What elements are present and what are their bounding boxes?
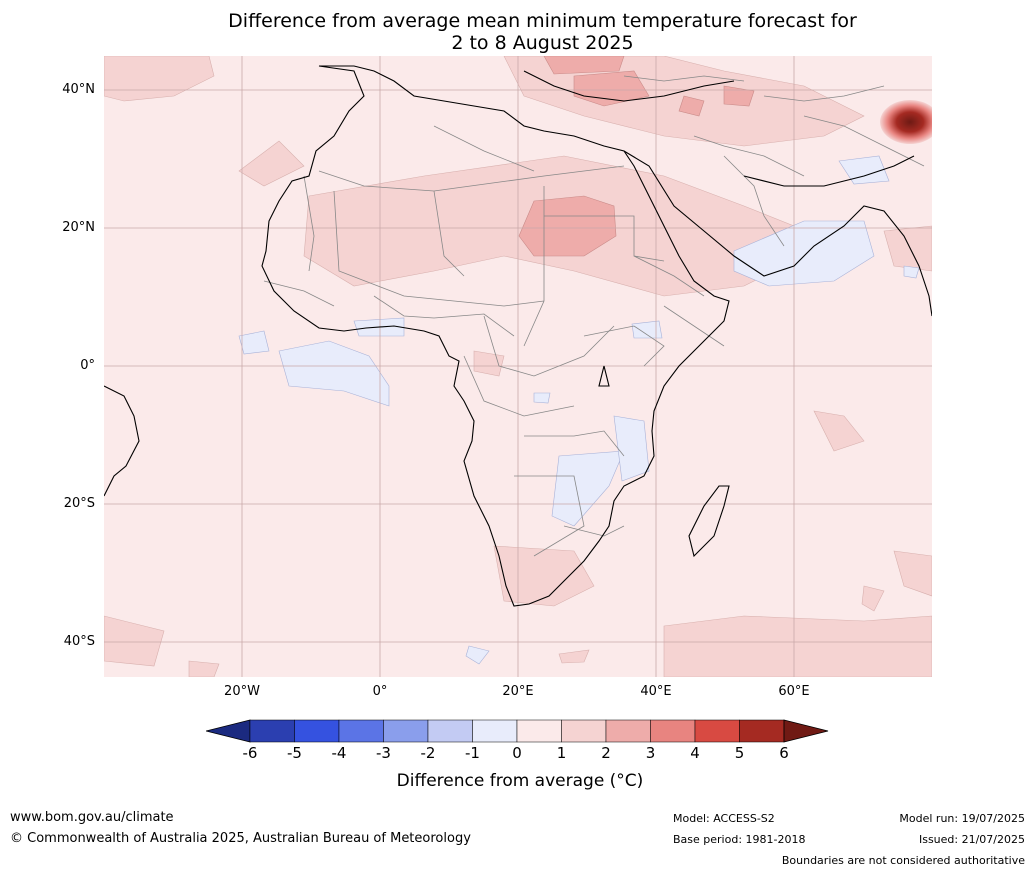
graticule <box>104 56 932 677</box>
colorbar-tick-label: -6 <box>242 744 258 762</box>
colorbar-tick-label: 2 <box>601 744 611 762</box>
colorbar-tick-label: -3 <box>376 744 391 762</box>
hotspot-anomaly <box>880 100 932 144</box>
colorbar-bin <box>249 719 295 743</box>
colorbar-bin <box>739 719 785 743</box>
lon-label-20w: 20°W <box>224 684 260 699</box>
colorbar-tick-label: 3 <box>645 744 656 762</box>
colorbar-bin <box>427 719 473 743</box>
footer-website: www.bom.gov.au/climate <box>10 810 174 825</box>
colorbar-bin <box>694 719 740 743</box>
title-line-2: 2 to 8 August 2025 <box>451 32 634 54</box>
colorbar-bin <box>338 719 384 743</box>
colorbar-extend-high <box>783 719 829 743</box>
colorbar-label: Difference from average (°C) <box>396 771 644 791</box>
lon-label-0: 0° <box>372 684 388 699</box>
title-line-1: Difference from average mean minimum tem… <box>228 10 857 32</box>
lat-label-0: 0° <box>80 358 95 373</box>
footer-model: Model: ACCESS-S2 <box>673 812 775 825</box>
colorbar <box>206 719 829 743</box>
footer-issued: Issued: 21/07/2025 <box>918 833 1025 846</box>
colorbar-tick-label: -4 <box>331 744 347 762</box>
colorbar-bin <box>561 719 607 743</box>
coastlines <box>104 65 932 607</box>
lat-label-40s: 40°S <box>63 634 95 649</box>
footer-copyright: © Commonwealth of Australia 2025, Austra… <box>10 831 471 846</box>
lon-label-20e: 20°E <box>502 684 534 699</box>
colorbar-tick-label: -5 <box>287 744 302 762</box>
colorbar-tick-label: 5 <box>734 744 745 762</box>
colorbar-bin <box>294 719 340 743</box>
lat-label-20s: 20°S <box>63 496 95 511</box>
anomaly-minus-1-to-0-regions <box>238 155 920 665</box>
colorbar-bin <box>472 719 518 743</box>
temperature-anomaly-map <box>104 56 932 677</box>
lat-label-20n: 20°N <box>62 220 95 235</box>
colorbar-bin <box>650 719 696 743</box>
colorbar-bin <box>516 719 562 743</box>
colorbar-tick-label: 1 <box>556 744 567 762</box>
colorbar-tick-label: -2 <box>420 744 436 762</box>
lat-label-40n: 40°N <box>62 82 95 97</box>
colorbar-bin <box>383 719 429 743</box>
lon-label-60e: 60°E <box>778 684 810 699</box>
map-title: Difference from average mean minimum tem… <box>0 10 1035 54</box>
colorbar-tick-label: -1 <box>465 744 480 762</box>
footer-base-period: Base period: 1981-2018 <box>673 833 806 846</box>
lon-label-40e: 40°E <box>640 684 672 699</box>
colorbar-bin <box>605 719 651 743</box>
colorbar-tick-label: 4 <box>690 744 700 762</box>
footer-disclaimer: Boundaries are not considered authoritat… <box>781 854 1025 867</box>
colorbar-extend-low <box>206 719 251 743</box>
colorbar-tick-label: 0 <box>512 744 522 762</box>
footer-model-run: Model run: 19/07/2025 <box>899 812 1025 825</box>
colorbar-tick-label: 6 <box>779 744 789 762</box>
country-borders <box>263 75 925 557</box>
